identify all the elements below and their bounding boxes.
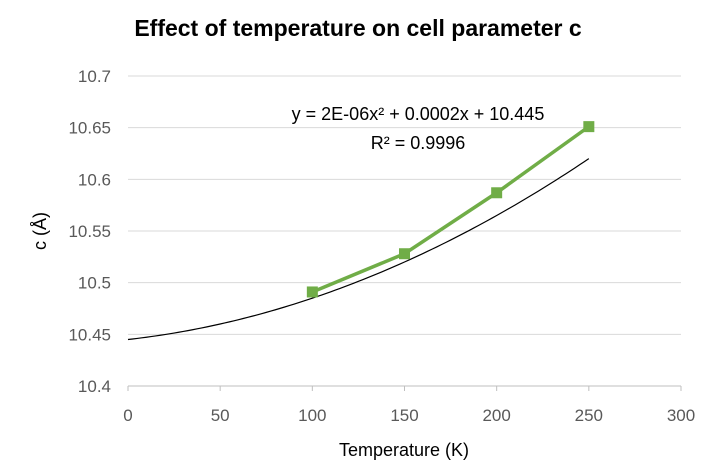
y-axis-title: c (Å)	[30, 212, 50, 250]
trendline-r-squared: R² = 0.9996	[371, 133, 466, 153]
data-point-marker	[399, 248, 410, 260]
y-tick-label: 10.4	[78, 377, 111, 396]
x-tick-label: 200	[482, 406, 510, 425]
x-tick-label: 250	[575, 406, 603, 425]
data-point-marker	[583, 121, 595, 133]
trendline-equation: y = 2E-06x² + 0.0002x + 10.445	[292, 104, 545, 124]
y-tick-label: 10.7	[78, 67, 111, 86]
x-tick-label: 150	[390, 406, 418, 425]
series-lines	[311, 125, 590, 294]
data-points	[306, 121, 595, 298]
x-axis-title: Temperature (K)	[339, 440, 469, 460]
y-tick-label: 10.5	[78, 274, 111, 293]
x-tick-label: 300	[667, 406, 695, 425]
y-tick-label: 10.6	[78, 170, 111, 189]
data-point-marker	[491, 187, 503, 199]
axes	[127, 385, 682, 391]
x-tick-label: 50	[211, 406, 230, 425]
trendline-layer	[127, 158, 590, 341]
y-tick-label: 10.65	[68, 119, 111, 138]
gridlines	[128, 75, 681, 335]
y-tick-label: 10.45	[68, 325, 111, 344]
trendline	[127, 158, 590, 341]
chart-title: Effect of temperature on cell parameter …	[134, 15, 582, 41]
data-point-marker	[306, 286, 318, 298]
y-tick-labels: 10.4 10.45 10.5 10.55 10.6 10.65 10.7	[68, 67, 111, 396]
x-tick-labels: 0 50 100 150 200 250 300	[123, 406, 695, 425]
x-tick-label: 100	[298, 406, 326, 425]
x-tick-label: 0	[123, 406, 132, 425]
y-tick-label: 10.55	[68, 222, 111, 241]
series-line	[311, 125, 590, 294]
